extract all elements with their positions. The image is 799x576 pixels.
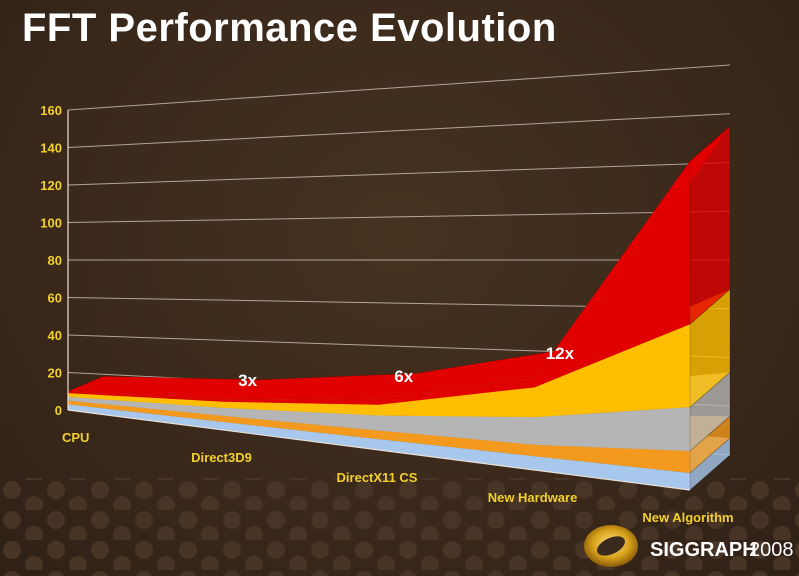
logo-name: SIGGRAPH [650, 539, 757, 561]
siggraph-logo: SIGGRAPH 2008 [584, 525, 794, 567]
speedup-label-1: 6x [394, 367, 413, 386]
speedup-annotations: 3x 6x 12x [238, 344, 574, 390]
gridline-160 [67, 64, 731, 111]
y-tick-label-0: 0 [55, 403, 62, 418]
slide-title: FFT Performance Evolution [22, 6, 557, 50]
x-tick-label-3: New Hardware [488, 490, 578, 505]
y-tick-label-80: 80 [48, 253, 62, 268]
y-tick-label-60: 60 [48, 291, 62, 306]
y-tick-label-140: 140 [40, 141, 62, 156]
y-tick-label-120: 120 [40, 178, 62, 193]
x-tick-label-2: DirectX11 CS [337, 470, 418, 485]
x-tick-label-1: Direct3D9 [191, 450, 252, 465]
y-tick-label-100: 100 [40, 216, 62, 231]
x-tick-label-0: CPU [62, 430, 89, 445]
speedup-label-2: 12x [546, 344, 575, 363]
axes [67, 110, 691, 491]
area-front-series-0 [68, 404, 690, 490]
x-tick-label-4: New Algorithm [642, 510, 733, 525]
y-tick-label-40: 40 [48, 328, 62, 343]
stacked-areas [66, 125, 731, 491]
y-tick-label-20: 20 [48, 366, 62, 381]
x-tick-labels: CPU Direct3D9 DirectX11 CS New Hardware New … [62, 430, 734, 525]
gridline-140 [67, 113, 731, 148]
gridline-120 [67, 162, 731, 186]
area-front-series-1 [68, 400, 690, 473]
area-front-series-2 [68, 396, 690, 451]
y-tick-labels: 0 20 40 60 80 100 120 140 160 [40, 103, 62, 418]
logo-year: 2008 [749, 539, 794, 561]
decorative-dot-band [0, 478, 799, 576]
y-tick-label-160: 160 [40, 103, 62, 118]
speedup-label-0: 3x [238, 371, 257, 390]
gridline-100 [67, 210, 731, 223]
area-end-series-4 [689, 125, 731, 325]
area-front-series-3 [68, 324, 690, 418]
x-axis-line [67, 409, 691, 491]
